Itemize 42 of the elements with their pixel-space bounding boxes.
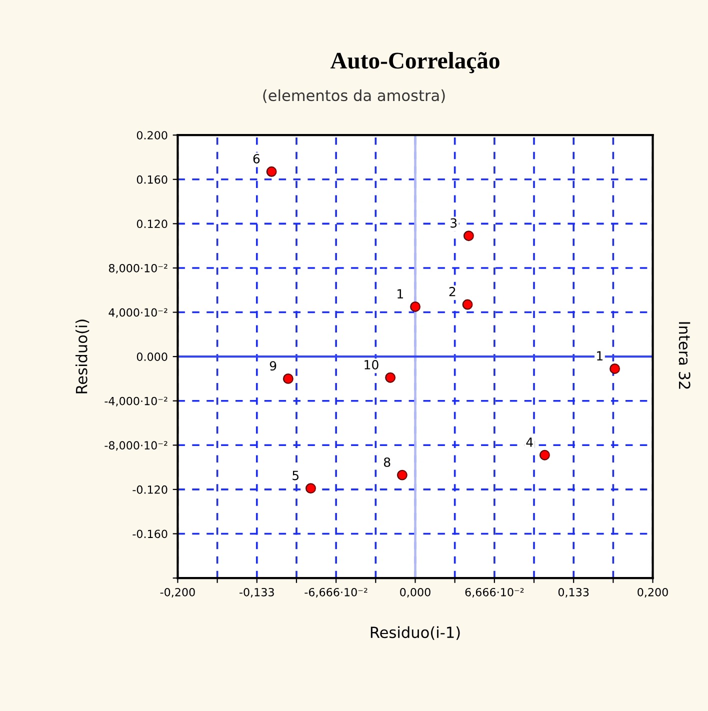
y-tick-label: -4,000·10⁻² [104,396,168,406]
annotation: 6 [253,154,260,164]
chart-title: Auto-Correlação [330,52,500,74]
y-tick-label: -0.120 [132,485,168,494]
point [282,374,294,384]
y-tick-label: 4,000·10⁻² [108,308,168,318]
annotation: 10 [364,360,378,370]
y-tick-label: 0.200 [136,131,168,140]
y-axis-title: Residuo(i) [76,320,90,394]
point [463,230,474,242]
y-tick-label: 0.160 [136,175,168,184]
point [539,450,550,460]
annotation: 4 [526,438,533,447]
x-tick-label: -0,133 [240,588,274,598]
y-tick-label: 8,000·10⁻² [108,264,168,274]
y-tick-label: -0.160 [132,530,168,538]
annotation: 8 [384,457,390,467]
y-tick-label: -8,000·10⁻² [104,441,168,451]
x-axis-title: Residuo(i-1) [370,626,460,640]
text: Intera 32 [678,322,690,389]
annotation: 1 [597,351,603,360]
y-tick-label: 0.120 [136,220,168,228]
annotation: 1 [398,289,403,298]
x-tick-label: 0,000 [400,588,430,598]
point [266,166,277,177]
y-tick-label: 0.000 [136,352,168,361]
point [306,483,316,494]
point [610,364,620,374]
x-tick-label: -0,200 [160,588,195,598]
x-tick-label: 0,133 [558,588,589,598]
chart-subtitle: (elementos da amostra) [263,89,445,103]
x-tick-label: 6,666·10⁻² [465,588,524,598]
annotation: 9 [270,361,276,371]
annotation: 5 [292,470,299,480]
x-tick-label: -6,666·10⁻² [304,588,368,598]
x-tick-label: 0,200 [638,588,668,598]
annotation: 3 [450,218,457,228]
point [462,299,473,310]
annotation: 2 [449,286,456,296]
point [396,470,408,480]
point [385,372,396,383]
point [410,302,420,312]
